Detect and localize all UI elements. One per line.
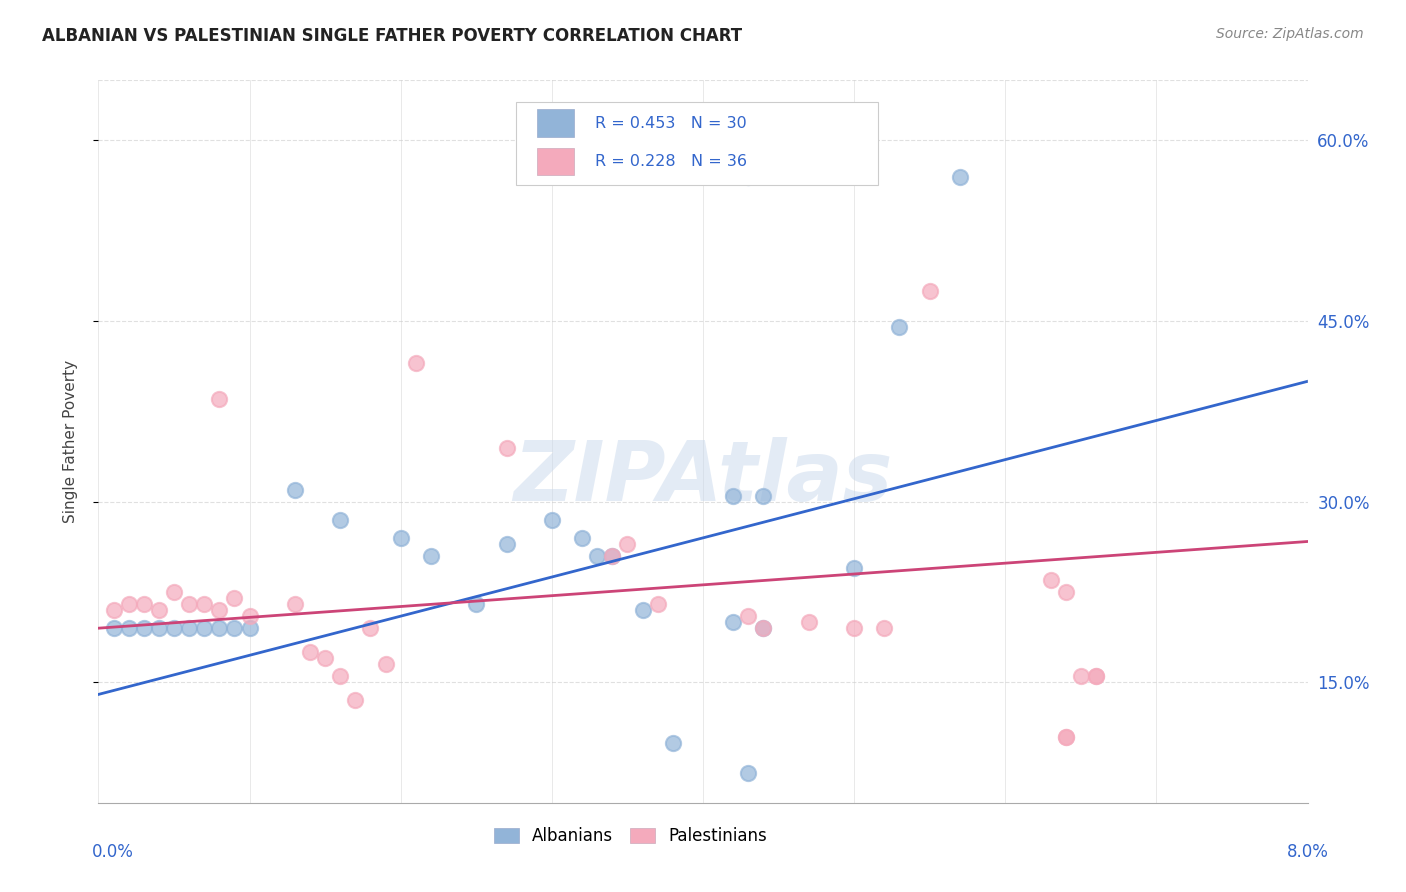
Point: [193, 621, 215, 635]
Point: [723, 489, 745, 503]
Point: [661, 735, 683, 749]
Point: [647, 597, 669, 611]
Point: [752, 489, 775, 503]
Point: [103, 621, 125, 635]
Point: [844, 621, 866, 635]
Point: [889, 320, 911, 334]
Point: [616, 537, 638, 551]
Point: [132, 621, 155, 635]
Point: [949, 169, 972, 184]
Point: [752, 621, 775, 635]
Point: [239, 609, 262, 624]
Point: [495, 537, 517, 551]
Point: [1054, 730, 1077, 744]
Point: [118, 621, 141, 635]
Point: [571, 531, 593, 545]
Point: [540, 513, 562, 527]
Point: [148, 603, 170, 617]
Point: [1054, 585, 1077, 599]
Point: [723, 615, 745, 630]
Point: [299, 645, 322, 659]
Point: [344, 693, 367, 707]
Text: R = 0.228   N = 36: R = 0.228 N = 36: [595, 153, 748, 169]
Text: 8.0%: 8.0%: [1286, 843, 1329, 861]
Point: [495, 441, 517, 455]
Point: [1085, 669, 1108, 683]
Point: [420, 549, 443, 563]
Point: [148, 621, 170, 635]
Point: [918, 284, 941, 298]
Point: [284, 483, 307, 497]
Point: [208, 621, 231, 635]
Text: ZIPAtlas: ZIPAtlas: [513, 437, 893, 518]
Text: R = 0.453   N = 30: R = 0.453 N = 30: [595, 116, 747, 130]
Point: [797, 615, 820, 630]
Point: [752, 621, 775, 635]
Point: [179, 597, 201, 611]
Point: [1054, 730, 1077, 744]
Text: Source: ZipAtlas.com: Source: ZipAtlas.com: [1216, 27, 1364, 41]
Point: [224, 621, 246, 635]
Point: [329, 513, 352, 527]
Point: [118, 597, 141, 611]
Point: [844, 561, 866, 575]
Text: 0.0%: 0.0%: [91, 843, 134, 861]
Point: [1085, 669, 1108, 683]
Point: [132, 597, 155, 611]
Point: [224, 591, 246, 606]
Point: [193, 597, 215, 611]
Point: [1070, 669, 1092, 683]
Point: [586, 549, 609, 563]
Point: [389, 531, 412, 545]
Point: [208, 392, 231, 407]
Text: ALBANIAN VS PALESTINIAN SINGLE FATHER POVERTY CORRELATION CHART: ALBANIAN VS PALESTINIAN SINGLE FATHER PO…: [42, 27, 742, 45]
FancyBboxPatch shape: [537, 110, 574, 136]
Point: [163, 585, 186, 599]
Point: [873, 621, 896, 635]
FancyBboxPatch shape: [537, 147, 574, 175]
Point: [737, 609, 759, 624]
Point: [208, 603, 231, 617]
Point: [405, 356, 427, 370]
Point: [103, 603, 125, 617]
Point: [1039, 573, 1062, 587]
Point: [631, 603, 654, 617]
FancyBboxPatch shape: [516, 102, 879, 185]
Point: [179, 621, 201, 635]
Point: [360, 621, 382, 635]
Point: [602, 549, 624, 563]
Point: [465, 597, 488, 611]
Point: [374, 657, 396, 672]
Point: [602, 549, 624, 563]
Point: [329, 669, 352, 683]
Point: [163, 621, 186, 635]
Y-axis label: Single Father Poverty: Single Father Poverty: [63, 360, 77, 523]
Point: [737, 169, 759, 184]
Point: [314, 651, 336, 665]
Point: [239, 621, 262, 635]
Point: [737, 765, 759, 780]
Point: [284, 597, 307, 611]
Legend: Albanians, Palestinians: Albanians, Palestinians: [494, 827, 768, 845]
